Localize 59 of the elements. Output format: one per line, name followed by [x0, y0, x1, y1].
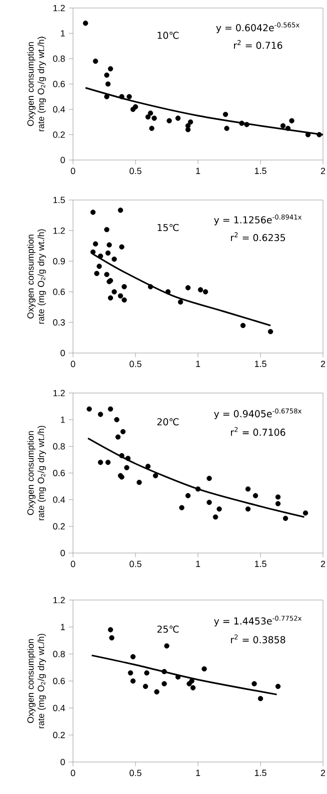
y-tick-label: 1 [60, 624, 65, 630]
x-tick-label: 0 [70, 360, 76, 368]
x-tick-label: 1 [196, 168, 200, 174]
x-tick-label: 2 [320, 560, 326, 568]
annotation: 15℃ [158, 224, 179, 232]
x-tick-label: 1 [196, 770, 200, 776]
annotation: y = 0.9405e$^{-0.6758x}$ [214, 408, 302, 420]
y-tick-label: 0 [60, 350, 65, 356]
x-tick-label: 1.5 [254, 168, 266, 174]
y-tick-label: 0 [60, 550, 65, 556]
x-tick-label: 1.5 [254, 360, 266, 368]
x-tick-label: 0.5 [130, 770, 142, 776]
y-tick-label: 1.5 [53, 196, 65, 204]
y-tick-label: 1.2 [53, 390, 65, 396]
x-tick-label: 1 [196, 360, 200, 367]
annotation: r$^{2}$ = 0.716 [234, 40, 282, 49]
y-tick-label: 0.6 [53, 470, 65, 476]
x-tick-label: 0.5 [130, 360, 142, 368]
x-tick-label: 0.5 [130, 168, 142, 174]
y-tick-label: 0 [60, 758, 65, 766]
x-tick-label: 1 [196, 560, 200, 567]
x-tick-label: 0 [70, 560, 76, 568]
annotation: r$^{2}$ = 0.6235 [231, 232, 286, 242]
y-tick-label: 0.9 [53, 258, 65, 264]
annotation: y = 1.4453e$^{-0.7752x}$ [214, 616, 302, 626]
y-tick-label: 0.6 [53, 80, 65, 88]
y-tick-label: 0.4 [53, 106, 65, 113]
y-tick-label: 0.8 [53, 55, 65, 62]
y-tick-label: 0.2 [53, 732, 65, 738]
annotation: y = 0.6042e$^{-0.565x}$ [216, 22, 300, 34]
y-tick-label: 0.6 [53, 288, 65, 295]
x-tick-label: 2 [320, 770, 326, 776]
x-tick-label: 0 [70, 168, 76, 174]
y-tick-label: 0.2 [53, 523, 65, 530]
y-tick-label: 1.2 [53, 4, 65, 12]
y-tick-label: 0.3 [53, 319, 65, 326]
y-tick-label: 0.8 [53, 443, 65, 450]
x-tick-label: 2 [320, 168, 326, 174]
y-tick-label: 1.2 [53, 596, 65, 604]
y-tick-label: 0.4 [53, 704, 65, 712]
annotation: 10℃ [158, 32, 179, 39]
x-tick-label: 1.5 [254, 770, 266, 776]
y-tick-label: 0.6 [53, 678, 65, 684]
annotation: r$^{2}$ = 0.3858 [231, 634, 286, 644]
y-tick-label: 0.8 [53, 650, 65, 658]
annotation: 20℃ [157, 418, 179, 426]
x-tick-label: 1.5 [254, 560, 266, 568]
y-tick-label: 0 [60, 156, 65, 164]
y-tick-label: 1.2 [53, 227, 65, 234]
y-tick-label: 1 [60, 416, 65, 423]
y-tick-label: 0.4 [53, 496, 65, 503]
x-tick-label: 0 [70, 770, 76, 776]
y-tick-label: 0.2 [53, 131, 65, 138]
annotation: r$^{2}$ = 0.7106 [231, 426, 286, 436]
x-tick-label: 0.5 [130, 560, 142, 568]
annotation: y = 1.1256e$^{-0.8941x}$ [214, 214, 302, 226]
annotation: 25℃ [157, 626, 179, 633]
y-tick-label: 1 [60, 30, 65, 36]
x-tick-label: 2 [320, 360, 326, 368]
